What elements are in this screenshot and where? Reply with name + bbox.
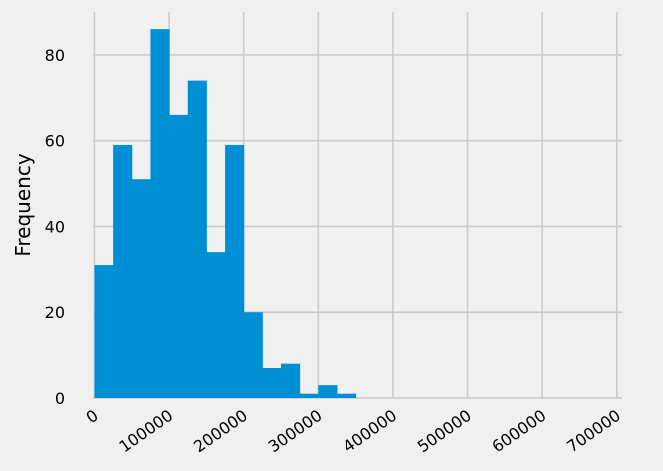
y-tick-label-3: 60 (45, 132, 65, 151)
x-axis-ticks: 0 100000 200000 300000 400000 500000 600000 700… (83, 406, 625, 457)
histogram-bar-13 (336, 393, 357, 398)
x-tick-label-3: 300000 (265, 406, 326, 457)
histogram-bar-2 (131, 179, 151, 398)
y-axis-title: Frequency (11, 153, 35, 256)
histogram-bar-1 (113, 144, 133, 398)
histogram-bar-8 (243, 312, 263, 398)
histogram-bar-11 (299, 393, 319, 398)
x-tick-label-6: 600000 (489, 406, 550, 457)
x-tick-label-7: 700000 (563, 406, 624, 457)
x-tick-label-2: 200000 (190, 406, 251, 457)
y-tick-label-2: 40 (45, 217, 65, 236)
histogram-bar-3 (150, 29, 170, 399)
x-tick-label-1: 100000 (115, 406, 176, 457)
histogram-bar-6 (206, 252, 226, 398)
x-tick-label-5: 500000 (414, 406, 475, 457)
histogram-bar-0 (94, 265, 114, 398)
histogram-bar-4 (169, 114, 189, 398)
y-axis-ticks: 0 20 40 60 80 (45, 46, 65, 408)
y-tick-label-0: 0 (55, 389, 65, 408)
y-tick-label-4: 80 (45, 46, 65, 65)
histogram-bar-12 (318, 385, 338, 398)
y-tick-label-1: 20 (45, 303, 65, 322)
histogram-bar-10 (281, 363, 301, 398)
x-tick-label-4: 400000 (339, 406, 400, 457)
histogram-bars (94, 29, 357, 399)
histogram-bar-9 (262, 367, 282, 398)
histogram-bar-7 (225, 144, 245, 398)
x-tick-label-0: 0 (83, 406, 102, 427)
histogram-bar-5 (187, 80, 207, 398)
